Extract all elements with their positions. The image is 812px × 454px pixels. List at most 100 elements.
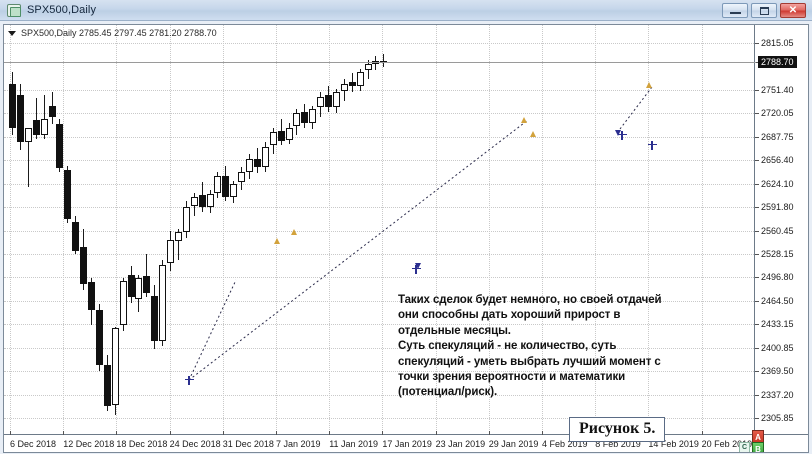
price-axis-tick bbox=[755, 348, 759, 350]
gridline-vertical bbox=[542, 25, 543, 436]
candlestick bbox=[230, 25, 238, 436]
date-axis-tick bbox=[542, 431, 543, 435]
candlestick bbox=[253, 25, 261, 436]
candle-wick bbox=[146, 254, 148, 298]
price-axis-label: 2815.05 bbox=[761, 38, 794, 48]
price-axis-tick bbox=[755, 112, 759, 114]
candlestick bbox=[238, 25, 246, 436]
close-icon[interactable]: ✕ bbox=[780, 2, 806, 18]
price-axis-tick bbox=[755, 159, 759, 161]
price-axis-label: 2400.85 bbox=[761, 343, 794, 354]
price-axis-label: 2720.05 bbox=[761, 107, 794, 118]
date-axis-label: 31 Dec 2018 bbox=[222, 439, 274, 449]
current-price-label: 2788.70 bbox=[758, 56, 797, 69]
candlestick bbox=[95, 25, 103, 436]
date-axis-label: 18 Dec 2018 bbox=[116, 439, 168, 449]
candle-body-bearish bbox=[48, 105, 56, 118]
candlestick bbox=[16, 25, 24, 436]
candle-body-bullish bbox=[206, 194, 214, 208]
candle-body-bearish bbox=[95, 310, 103, 365]
price-axis[interactable]: 2815.05 2788.70 2751.40 2720.05 2687.75 2656.… bbox=[754, 25, 808, 436]
candlestick bbox=[317, 25, 325, 436]
trade-marker-2[interactable] bbox=[617, 130, 627, 140]
candlestick bbox=[222, 25, 230, 436]
candle-body-bearish bbox=[253, 158, 261, 168]
price-axis-label: 2560.45 bbox=[761, 225, 794, 236]
minimize-icon[interactable] bbox=[722, 2, 748, 18]
price-axis-tick bbox=[755, 254, 759, 256]
sell-arrow-2 bbox=[614, 130, 621, 136]
date-axis-label: 17 Jan 2019 bbox=[382, 439, 432, 449]
price-axis-tick bbox=[755, 277, 759, 279]
candle-body-bullish bbox=[293, 112, 301, 127]
candle-body-bearish bbox=[56, 124, 64, 169]
date-axis-label: 14 Feb 2019 bbox=[648, 439, 699, 449]
candle-body-bullish bbox=[159, 264, 167, 342]
gridline-vertical bbox=[701, 25, 703, 436]
trade-marker-3[interactable] bbox=[647, 140, 657, 150]
chart-frame: SPX500,Daily 2785.45 2797.45 2781.20 278… bbox=[0, 21, 812, 454]
restore-icon[interactable] bbox=[751, 2, 777, 18]
price-axis-tick bbox=[755, 394, 759, 396]
candlestick bbox=[135, 25, 143, 436]
candle-body-bullish bbox=[364, 64, 372, 71]
candle-body-bearish bbox=[301, 111, 309, 124]
candlestick bbox=[119, 25, 127, 436]
buy-arrow-3 bbox=[520, 117, 527, 123]
price-axis-tick bbox=[755, 62, 759, 64]
candle-body-bullish bbox=[119, 280, 127, 326]
price-axis-tick bbox=[755, 301, 759, 303]
candle-wick bbox=[177, 229, 179, 261]
candle-body-bullish bbox=[332, 92, 340, 108]
candlestick bbox=[64, 25, 72, 436]
candlestick bbox=[261, 25, 269, 436]
candle-body-bearish bbox=[72, 221, 80, 252]
badge-c[interactable]: C bbox=[739, 442, 750, 452]
buy-arrow-5 bbox=[645, 82, 652, 88]
candlestick bbox=[325, 25, 332, 436]
badge-a[interactable]: A bbox=[752, 430, 764, 445]
quote-line-text: SPX500,Daily 2785.45 2797.45 2781.20 278… bbox=[21, 28, 217, 38]
candlestick bbox=[174, 25, 182, 436]
candle-body-bearish bbox=[88, 282, 95, 311]
candlestick bbox=[309, 25, 317, 436]
candlestick bbox=[88, 25, 95, 436]
price-axis-label: 2337.20 bbox=[761, 389, 794, 400]
date-axis-tick bbox=[329, 431, 331, 435]
chevron-down-icon[interactable] bbox=[8, 31, 16, 36]
candlestick bbox=[269, 25, 277, 436]
candle-body-bearish bbox=[80, 247, 88, 284]
candle-body-bearish bbox=[277, 130, 285, 141]
date-axis-tick bbox=[382, 431, 384, 435]
date-axis-label: 12 Dec 2018 bbox=[63, 439, 115, 449]
candlestick bbox=[159, 25, 167, 436]
gridline-vertical bbox=[116, 25, 118, 436]
price-axis-label: 2687.75 bbox=[761, 131, 794, 142]
candle-body-bearish bbox=[64, 170, 72, 220]
candle-wick bbox=[27, 127, 29, 187]
candle-body-bullish bbox=[246, 158, 253, 172]
candlestick bbox=[56, 25, 64, 436]
candle-body-bullish bbox=[190, 196, 198, 206]
price-axis-label: 2751.40 bbox=[761, 84, 794, 95]
candlestick bbox=[277, 25, 285, 436]
price-axis-tick bbox=[755, 418, 759, 419]
gridline-horizontal bbox=[4, 112, 756, 114]
date-axis-label: 7 Jan 2019 bbox=[276, 439, 321, 449]
gridline-vertical bbox=[10, 25, 11, 436]
candle-body-bullish bbox=[230, 183, 238, 197]
chart-canvas[interactable]: SPX500,Daily 2785.45 2797.45 2781.20 278… bbox=[3, 24, 809, 453]
badge-b[interactable]: B bbox=[752, 442, 764, 452]
candlestick bbox=[80, 25, 88, 436]
time-axis[interactable]: 6 Dec 2018 12 Dec 2018 18 Dec 2018 24 Dec 2… bbox=[4, 431, 808, 452]
candle-body-bearish bbox=[127, 275, 135, 298]
candlestick bbox=[332, 25, 340, 436]
candle-body-bullish bbox=[111, 328, 119, 405]
candle-body-bullish bbox=[269, 132, 277, 146]
candlestick bbox=[9, 25, 16, 436]
candle-body-bearish bbox=[143, 276, 151, 293]
candle-body-bullish bbox=[24, 127, 32, 143]
buy-arrow-2 bbox=[290, 229, 297, 235]
trendline-anchor-origin[interactable] bbox=[184, 375, 194, 385]
